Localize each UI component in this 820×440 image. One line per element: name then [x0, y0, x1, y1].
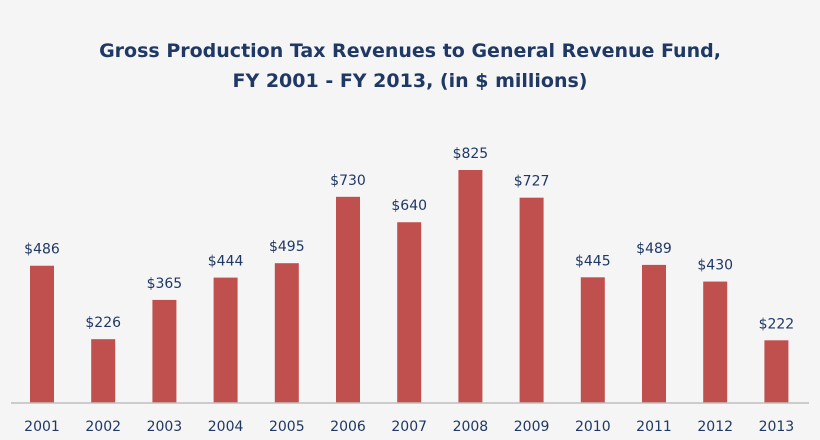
x-tick-label-2013: 2013 — [759, 419, 795, 435]
x-tick-label-2004: 2004 — [208, 419, 244, 435]
bar-2009 — [519, 197, 544, 403]
data-label-2008: $825 — [453, 146, 489, 162]
data-label-2004: $444 — [208, 254, 244, 270]
bar-2012 — [703, 281, 728, 403]
x-tick-label-2012: 2012 — [697, 419, 733, 435]
x-tick-label-2007: 2007 — [391, 419, 427, 435]
bar-2005 — [274, 263, 299, 403]
x-tick-label-2001: 2001 — [24, 419, 60, 435]
bar-2004 — [213, 277, 238, 403]
chart-subtitle: FY 2001 - FY 2013, (in $ millions) — [232, 70, 587, 92]
data-label-2007: $640 — [391, 198, 427, 214]
bar-2001 — [30, 265, 54, 403]
bar-2011 — [642, 264, 666, 403]
data-label-2006: $730 — [330, 173, 366, 189]
data-label-2005: $495 — [269, 239, 305, 255]
bar-2010 — [580, 277, 605, 403]
data-label-2012: $430 — [697, 258, 733, 274]
x-tick-label-2009: 2009 — [514, 419, 550, 435]
data-label-2002: $226 — [85, 315, 121, 331]
bar-2003 — [152, 299, 177, 403]
data-label-2013: $222 — [759, 316, 795, 332]
data-label-2009: $727 — [514, 174, 550, 190]
bar-2007 — [397, 222, 422, 403]
x-tick-label-2008: 2008 — [453, 419, 489, 435]
data-label-2011: $489 — [636, 241, 672, 257]
bar-2013 — [764, 340, 789, 403]
x-tick-label-2005: 2005 — [269, 419, 305, 435]
x-tick-label-2010: 2010 — [575, 419, 611, 435]
data-label-2003: $365 — [147, 276, 183, 292]
x-tick-label-2002: 2002 — [85, 419, 121, 435]
bar-2008 — [458, 170, 483, 403]
data-label-2010: $445 — [575, 253, 611, 269]
x-tick-label-2006: 2006 — [330, 419, 366, 435]
x-tick-label-2011: 2011 — [636, 419, 672, 435]
bar-2006 — [336, 196, 360, 403]
chart-title: Gross Production Tax Revenues to General… — [99, 40, 721, 62]
data-label-2001: $486 — [24, 242, 60, 258]
bar-2002 — [91, 339, 116, 403]
x-tick-label-2003: 2003 — [147, 419, 183, 435]
